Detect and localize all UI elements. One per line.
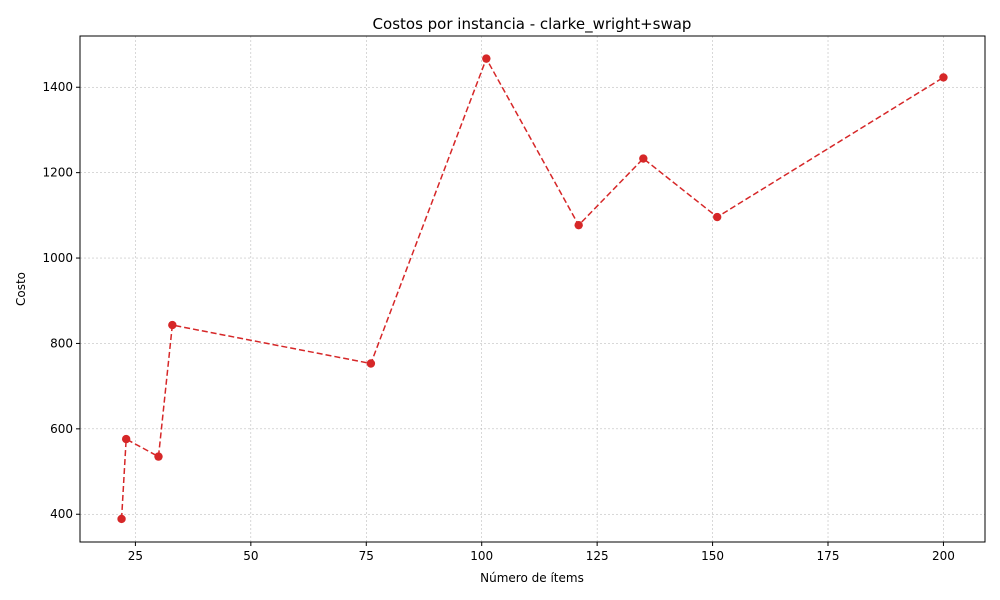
series-line [120,56,944,519]
data-point [574,220,583,230]
x-tick-label: 75 [359,549,374,563]
data-point [121,434,131,444]
y-tick-label: 400 [50,507,73,521]
data-point [366,359,376,368]
grid-lines [80,36,985,542]
x-tick-label: 150 [701,549,724,563]
x-tick-label: 125 [586,549,609,563]
y-axis-title: Costo [14,272,28,306]
series-layer [117,54,948,524]
y-tick-label: 1200 [42,166,73,180]
x-tick-label: 100 [470,549,493,563]
data-point [712,212,722,222]
data-point [482,54,491,63]
x-tick-label: 25 [128,549,143,563]
y-axis: 400 600 800 1000 1200 1400 [42,80,80,521]
data-point [154,452,163,461]
x-tick-label: 200 [932,549,955,563]
x-tick-label: 50 [243,549,258,563]
y-tick-label: 600 [50,422,73,436]
data-point [168,320,177,330]
y-tick-label: 1000 [42,251,73,265]
x-axis-title: Número de ítems [480,571,584,585]
y-tick-label: 800 [50,336,73,350]
x-axis: 25 50 75 100 125 150 175 200 [128,542,955,563]
data-point [939,73,948,82]
y-tick-label: 1400 [42,80,73,94]
chart-title: Costos por instancia - clarke_wright+swa… [373,15,692,34]
plot-frame [79,35,986,543]
x-tick-label: 175 [817,549,840,563]
data-point [639,154,648,163]
data-point [117,514,126,524]
